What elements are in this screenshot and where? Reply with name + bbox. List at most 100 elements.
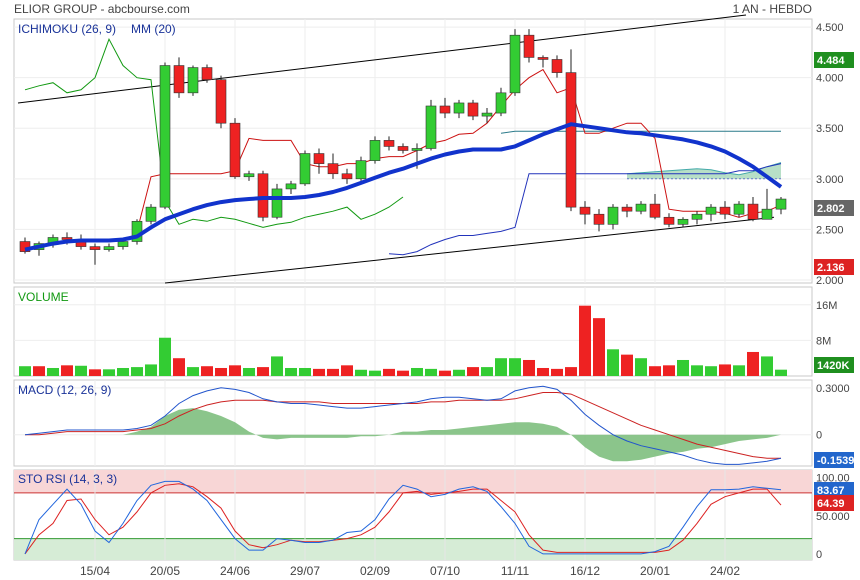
- candle: [173, 65, 185, 94]
- x-tick-label: 07/10: [430, 564, 460, 578]
- macd-ytick-label: 0: [816, 430, 822, 442]
- candle: [201, 67, 213, 80]
- volume-bar: [411, 367, 423, 376]
- candle: [355, 160, 367, 180]
- candle: [285, 183, 297, 190]
- candle: [467, 102, 479, 117]
- volume-bar: [257, 367, 269, 376]
- volume-bar: [159, 337, 171, 376]
- trendline-2: [164, 216, 775, 284]
- macd-badge: -0.1539: [817, 455, 854, 467]
- candle: [411, 148, 423, 151]
- volume-bar: [705, 366, 717, 376]
- sto-d-badge: 64.39: [817, 498, 845, 510]
- volume-bar: [229, 365, 241, 376]
- macd-ytick-label: 0.3000: [816, 383, 850, 395]
- sto-oversold-zone: [14, 538, 812, 560]
- price-ytick-label: 2.000: [816, 275, 844, 287]
- candle: [439, 105, 451, 114]
- sto-label: STO RSI (14, 3, 3): [18, 472, 117, 486]
- candle: [159, 65, 171, 208]
- volume-bar: [341, 365, 353, 376]
- x-tick-label: 24/06: [220, 564, 250, 578]
- candle: [117, 241, 129, 247]
- price-low-badge: 2.136: [817, 262, 845, 274]
- price-ytick-label: 4.000: [816, 73, 844, 85]
- macd-label: MACD (12, 26, 9): [18, 383, 111, 397]
- period-label: 1 AN - HEBDO: [733, 2, 812, 16]
- volume-bar: [369, 370, 381, 376]
- candle: [397, 146, 409, 151]
- tenkan-line: [136, 68, 782, 232]
- candle: [243, 173, 255, 178]
- candle: [509, 34, 521, 94]
- price-ytick-label: 3.500: [816, 123, 844, 135]
- sto-overbought-zone: [14, 470, 812, 493]
- sto-d-line: [24, 483, 782, 555]
- volume-bar: [649, 366, 661, 376]
- volume-bar: [383, 368, 395, 376]
- stock-title: ELIOR GROUP - abcbourse.com: [14, 2, 190, 16]
- volume-bar: [285, 367, 297, 376]
- price-ytick-label: 2.500: [816, 224, 844, 236]
- volume-bar: [495, 358, 507, 376]
- volume-bar: [523, 359, 535, 376]
- volume-label: VOLUME: [18, 290, 69, 304]
- volume-badge: 1420K: [817, 360, 849, 372]
- price-last-badge-bg: [814, 200, 854, 216]
- candle: [565, 72, 577, 208]
- macd-histogram: [25, 408, 781, 462]
- x-tick-label: 15/04: [80, 564, 110, 578]
- candle: [327, 163, 339, 175]
- kumo-cloud: [627, 162, 781, 179]
- candle: [103, 246, 115, 250]
- volume-bar: [593, 318, 605, 376]
- sto-k-badge-bg: [814, 482, 854, 498]
- sto-ytick-label: 50.000: [816, 511, 850, 523]
- candle: [551, 59, 563, 73]
- candle: [775, 198, 787, 210]
- volume-bar: [313, 368, 325, 376]
- price-low-badge-bg: [814, 259, 854, 275]
- sto-ytick-label: 100.00: [816, 473, 850, 485]
- volume-bar: [33, 366, 45, 376]
- candle: [523, 34, 535, 58]
- candle: [607, 206, 619, 225]
- candle: [299, 153, 311, 185]
- volume-bar: [187, 367, 199, 376]
- candle: [621, 206, 633, 212]
- x-tick-label: 02/09: [360, 564, 390, 578]
- candle: [537, 57, 549, 60]
- candle: [733, 203, 745, 215]
- x-tick-label: 24/02: [710, 564, 740, 578]
- volume-bar: [551, 368, 563, 376]
- sto-k-line: [24, 480, 782, 555]
- volume-bar: [677, 359, 689, 376]
- x-tick-label: 11/11: [501, 564, 530, 578]
- price-high-badge-bg: [814, 52, 854, 68]
- volume-bar: [243, 367, 255, 376]
- chikou-line: [24, 37, 404, 228]
- candle: [719, 206, 731, 215]
- macd-badge-bg: [814, 452, 854, 468]
- volume-bar: [565, 367, 577, 376]
- volume-bar: [103, 369, 115, 376]
- volume-bar: [75, 365, 87, 376]
- candle: [691, 213, 703, 220]
- candle: [313, 153, 325, 164]
- volume-bar: [537, 367, 549, 376]
- volume-bar: [355, 369, 367, 376]
- candle: [481, 112, 493, 117]
- candle: [383, 140, 395, 147]
- volume-bar: [439, 370, 451, 376]
- x-tick-label: 16/12: [570, 564, 600, 578]
- volume-bar: [635, 358, 647, 376]
- volume-bar: [733, 365, 745, 376]
- candle: [341, 173, 353, 180]
- volume-bar: [397, 370, 409, 376]
- volume-bar: [775, 369, 787, 376]
- volume-bar: [61, 365, 73, 376]
- ma20-line: [24, 122, 783, 252]
- volume-bar: [425, 368, 437, 376]
